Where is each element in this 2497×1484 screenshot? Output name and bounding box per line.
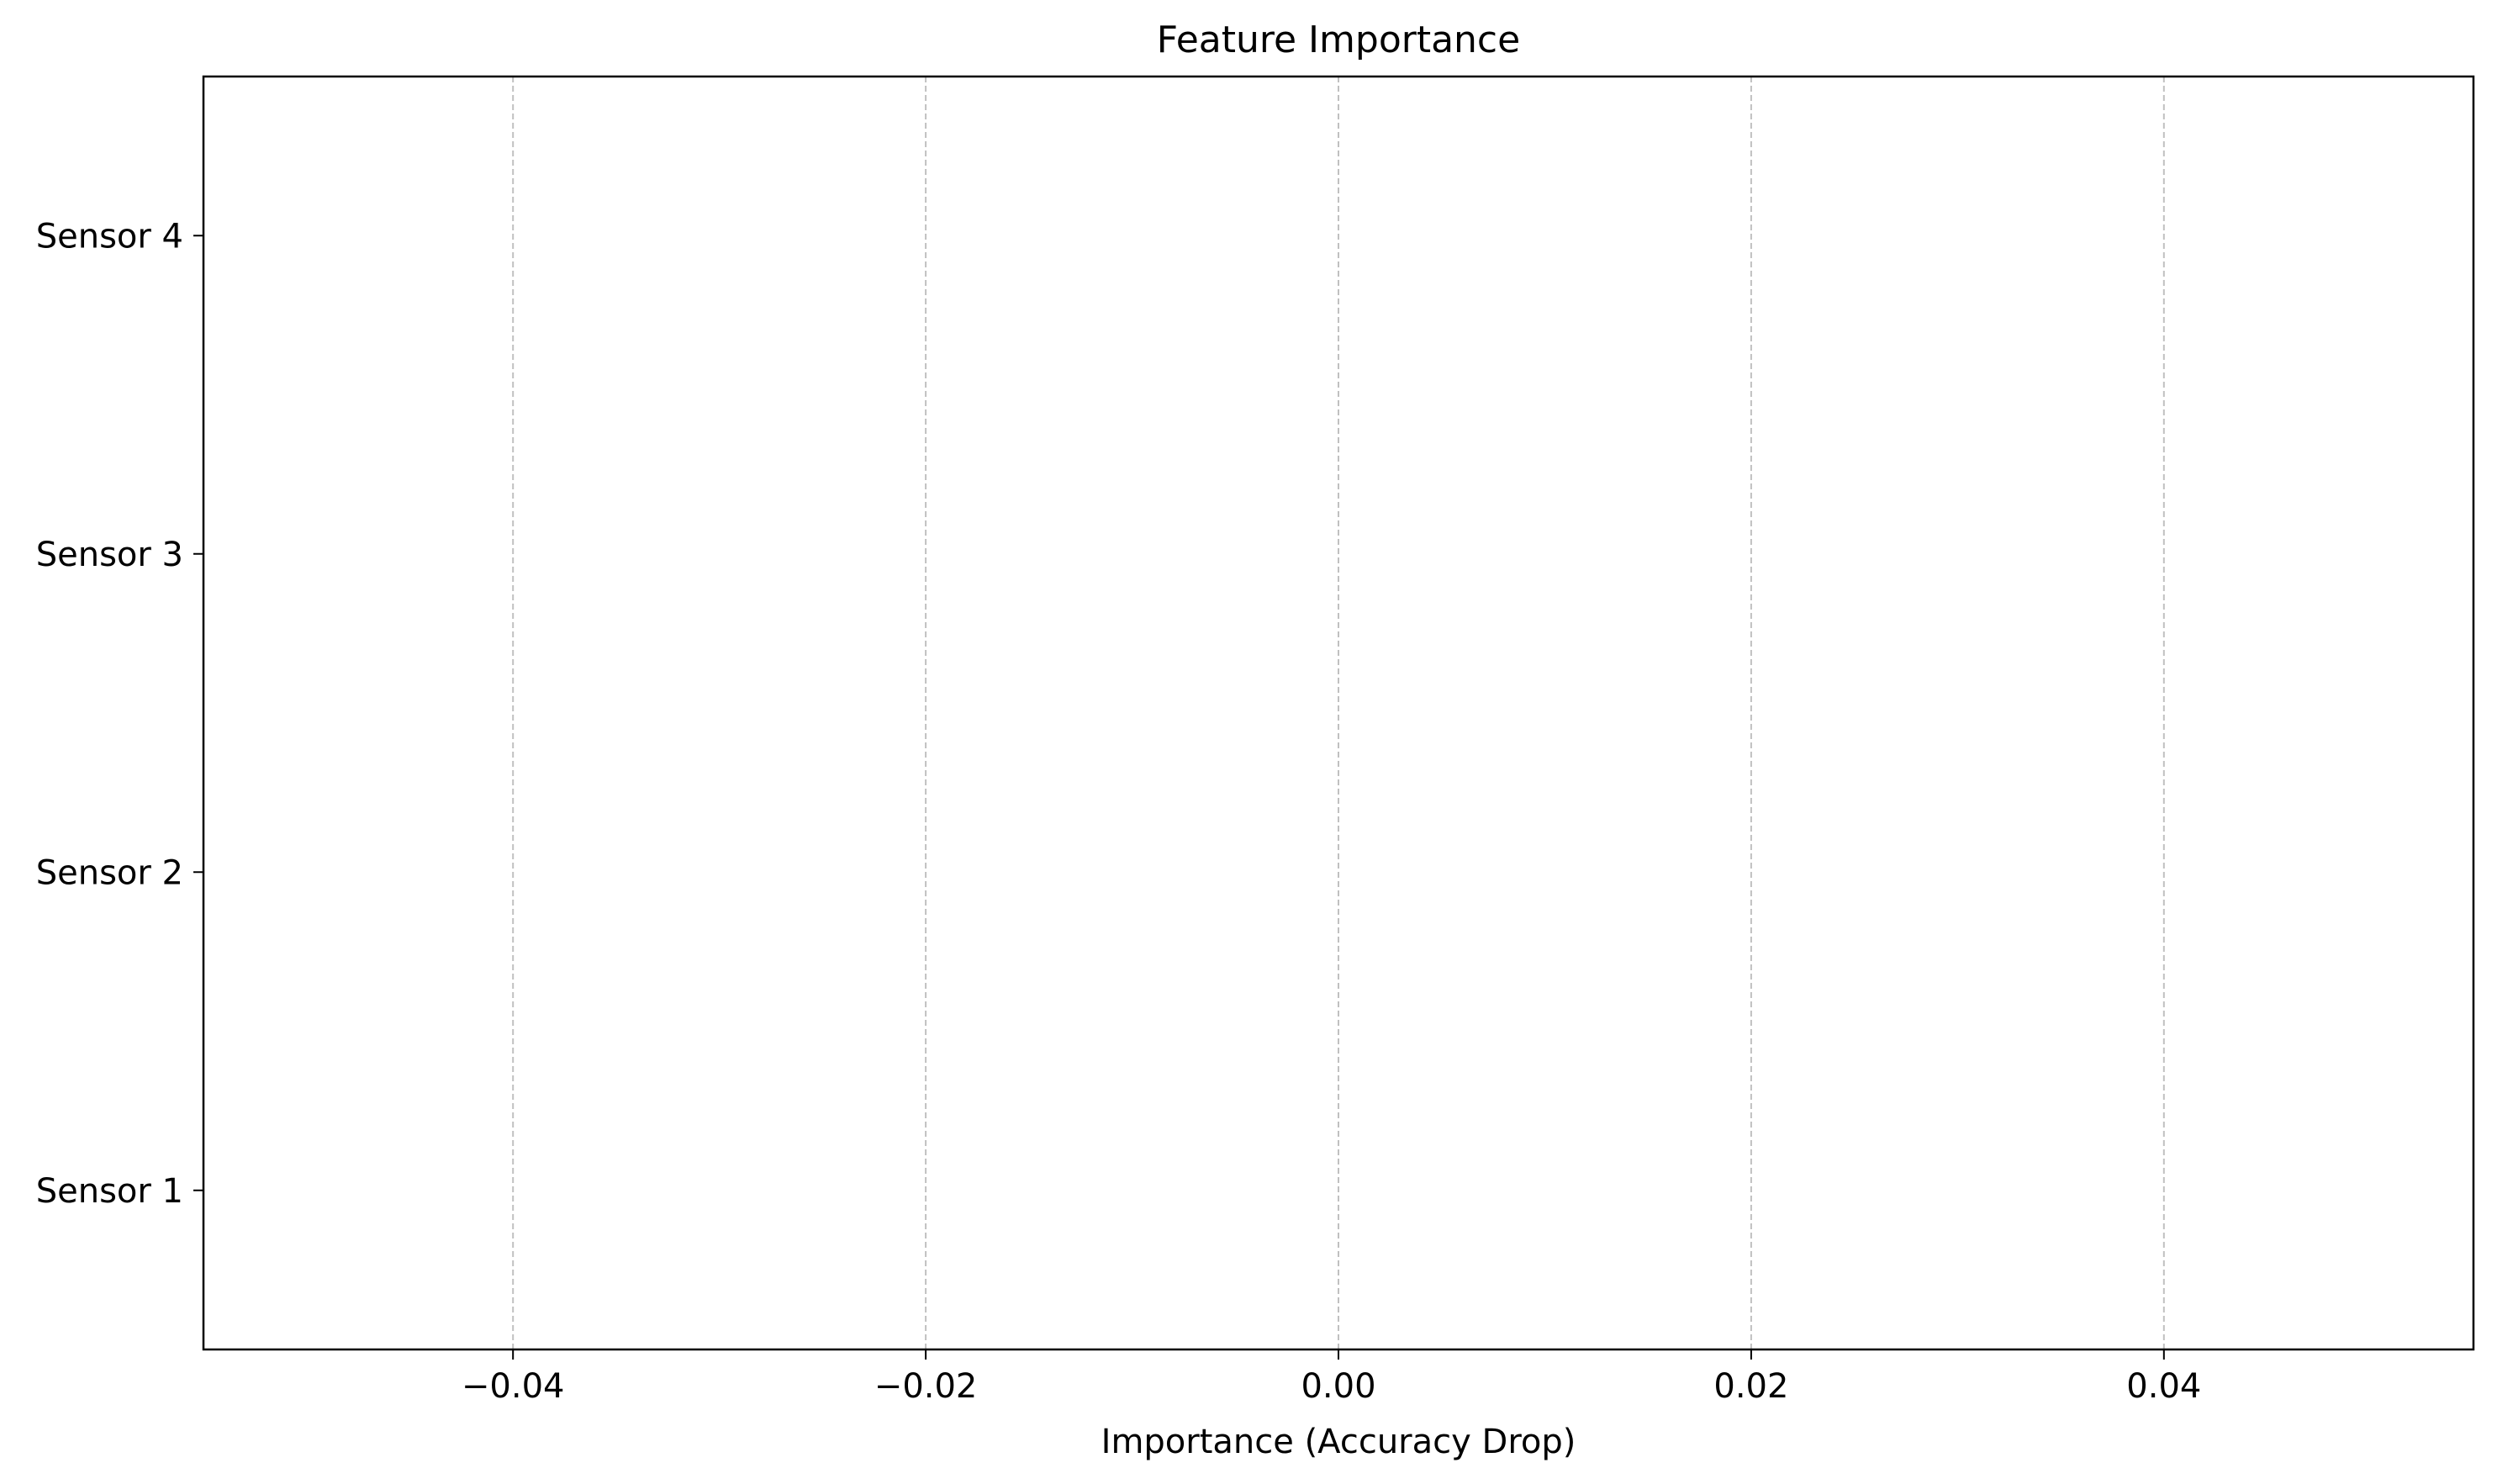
x-tick-label: 0.00 bbox=[1301, 1367, 1375, 1406]
x-tick-label: −0.02 bbox=[874, 1367, 978, 1406]
x-tick-label: 0.02 bbox=[1713, 1367, 1788, 1406]
plot-frame bbox=[202, 75, 2475, 1351]
y-tick-label: Sensor 3 bbox=[36, 536, 183, 574]
x-tick-label: −0.04 bbox=[462, 1367, 565, 1406]
chart-title: Feature Importance bbox=[1157, 18, 1520, 61]
y-tick-label: Sensor 4 bbox=[36, 217, 183, 256]
grid-layer bbox=[512, 77, 2165, 1349]
y-tick-label: Sensor 1 bbox=[36, 1172, 183, 1211]
y-tick-label: Sensor 2 bbox=[36, 853, 183, 892]
y-axis-ticks: Sensor 1 Sensor 2 Sensor 3 Sensor 4 bbox=[36, 217, 203, 1211]
x-axis-label: Importance (Accuracy Drop) bbox=[1101, 1423, 1576, 1461]
x-axis-ticks: −0.04 −0.02 0.00 0.02 0.04 bbox=[462, 1349, 2201, 1406]
x-tick-label: 0.04 bbox=[2126, 1367, 2201, 1406]
